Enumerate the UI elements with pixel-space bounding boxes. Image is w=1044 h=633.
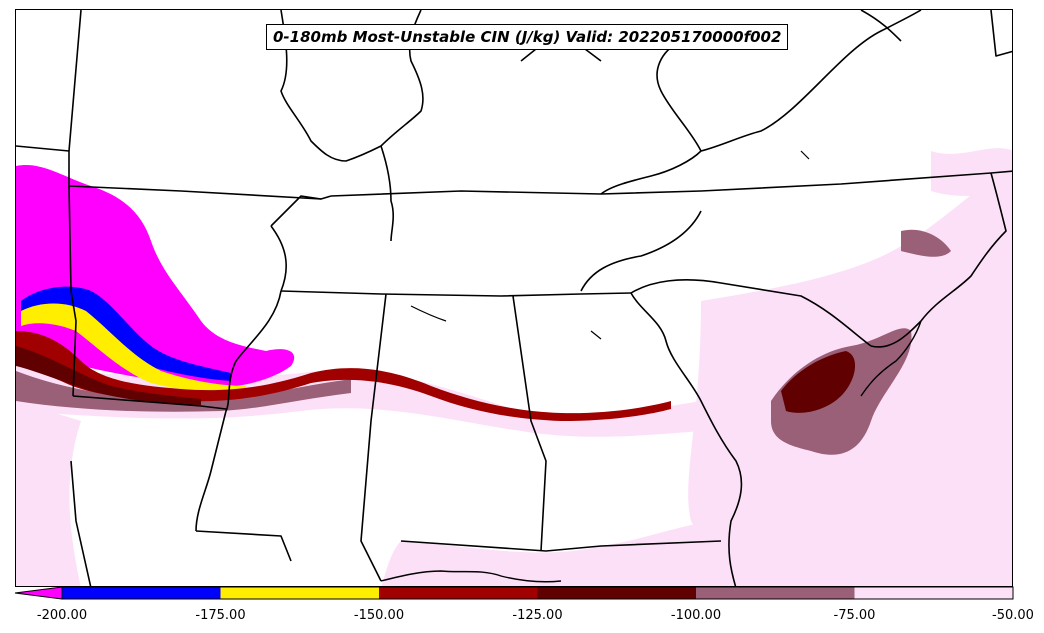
cin-light-gulf (381, 521, 731, 586)
colorbar-bin-0 (15, 587, 62, 599)
coastlines (380, 320, 922, 583)
colorbar-bin-1 (62, 587, 221, 599)
cin-yellow-fringe (21, 303, 246, 393)
map-frame: 0-180mb Most-Unstable CIN (J/kg) Valid: … (15, 9, 1013, 587)
colorbar-bin-5 (696, 587, 855, 599)
colorbar-bin-6 (854, 587, 1013, 599)
colorbar-tick-label: -200.00 (36, 608, 88, 623)
state-boundaries (16, 10, 1012, 586)
cin-shading (16, 148, 1012, 586)
map-title: 0-180mb Most-Unstable CIN (J/kg) Valid: … (266, 24, 789, 50)
colorbar-tick-label: -50.00 (992, 608, 1034, 623)
cin-light-west (16, 401, 81, 586)
cin-maroon-carolina (781, 351, 856, 413)
colorbar-extend-outline (14, 586, 63, 600)
colorbar (14, 586, 1014, 600)
lakes (410, 150, 810, 340)
colorbar-bin-2 (220, 587, 379, 599)
colorbar-tick-label: -175.00 (195, 608, 246, 623)
colorbar-bin-4 (537, 587, 696, 599)
colorbar-tick-label: -75.00 (833, 608, 876, 623)
cin-mauve-band (16, 371, 351, 412)
cin-mauve-nc (901, 229, 951, 257)
cin-maroon-band (16, 346, 201, 405)
cin-map (16, 10, 1012, 586)
colorbar-tick-label: -150.00 (353, 608, 405, 623)
colorbar-bins (14, 586, 1013, 600)
colorbar-bin-3 (379, 587, 538, 599)
colorbar-tick-label: -100.00 (670, 608, 722, 623)
colorbar-tick-label: -125.00 (512, 608, 563, 623)
colorbar-outline (61, 586, 1014, 600)
